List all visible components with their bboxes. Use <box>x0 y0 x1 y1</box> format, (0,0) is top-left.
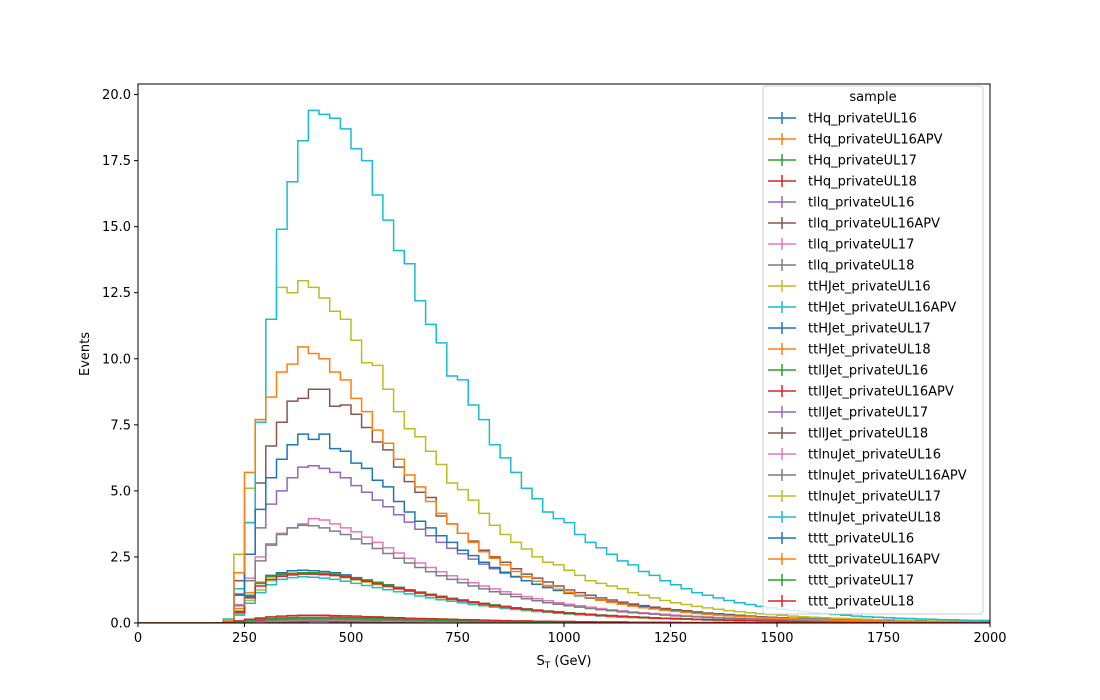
legend-label: tllq_privateUL18 <box>808 259 914 274</box>
y-axis-label: Events <box>78 332 93 376</box>
series-line-ttllJet_privateUL16APV <box>138 573 990 623</box>
x-tick-label: 750 <box>445 631 470 646</box>
legend-label: tttt_privateUL17 <box>808 574 914 589</box>
y-tick-label: 0.0 <box>110 617 131 632</box>
x-tick-label: 1750 <box>867 631 900 646</box>
legend-item: ttllJet_privateUL16APV <box>768 385 954 400</box>
legend-title: sample <box>849 90 896 105</box>
y-tick-label: 10.0 <box>102 352 131 367</box>
legend-item: ttHJet_privateUL16 <box>768 280 931 295</box>
legend-item: ttlnuJet_privateUL16 <box>768 448 941 463</box>
legend-item: tllq_privateUL16 <box>768 196 914 211</box>
x-tick-label: 250 <box>232 631 257 646</box>
legend-item: ttllJet_privateUL18 <box>768 427 928 442</box>
legend-item: ttllJet_privateUL16 <box>768 364 928 379</box>
legend-item: ttHJet_privateUL16APV <box>768 301 956 316</box>
legend-item: tllq_privateUL18 <box>768 259 914 274</box>
legend: sample tHq_privateUL16 tHq_privateUL16APV… <box>762 85 984 615</box>
legend-label: tHq_privateUL16 <box>808 112 917 127</box>
legend-label: tttt_privateUL16 <box>808 532 914 547</box>
legend-label: tllq_privateUL16 <box>808 196 914 211</box>
legend-box <box>762 85 984 615</box>
legend-item: tttt_privateUL16 <box>768 532 914 547</box>
series-line-tttt_privateUL16APV <box>138 346 990 623</box>
y-tick-label: 12.5 <box>102 286 131 301</box>
y-tick-label: 5.0 <box>110 484 131 499</box>
legend-label: tHq_privateUL17 <box>808 154 917 169</box>
legend-item: ttHJet_privateUL17 <box>768 322 931 337</box>
legend-entries: tHq_privateUL16 tHq_privateUL16APV tHq_pri… <box>768 112 967 610</box>
legend-label: ttHJet_privateUL16APV <box>808 301 956 316</box>
x-axis-label-unit: (GeV) <box>550 654 591 669</box>
plot-area <box>138 109 990 623</box>
legend-item: ttlnuJet_privateUL16APV <box>768 469 967 484</box>
legend-item: tHq_privateUL16APV <box>768 133 943 148</box>
legend-item: ttHJet_privateUL18 <box>768 343 931 358</box>
x-tick-label: 1250 <box>654 631 687 646</box>
legend-label: ttlnuJet_privateUL16APV <box>808 469 967 484</box>
y-tick-label: 20.0 <box>102 88 131 103</box>
legend-item: tHq_privateUL18 <box>768 175 917 190</box>
series-line-ttlnuJet_privateUL18 <box>138 109 990 623</box>
legend-item: tllq_privateUL17 <box>768 238 914 253</box>
legend-label: ttllJet_privateUL16APV <box>808 385 954 400</box>
legend-label: ttHJet_privateUL18 <box>808 343 931 358</box>
legend-label: ttllJet_privateUL17 <box>808 406 928 421</box>
legend-item: tttt_privateUL18 <box>768 595 914 610</box>
legend-label: tHq_privateUL16APV <box>808 133 943 148</box>
axes-frame <box>137 83 991 624</box>
legend-label: tHq_privateUL18 <box>808 175 917 190</box>
series-line-ttlnuJet_privateUL17 <box>138 280 990 623</box>
legend-item: ttlnuJet_privateUL18 <box>768 511 941 526</box>
y-tick-label: 15.0 <box>102 220 131 235</box>
x-axis-label: ST (GeV) <box>536 654 591 671</box>
legend-label: ttlnuJet_privateUL18 <box>808 511 941 526</box>
legend-item: tttt_privateUL16APV <box>768 553 940 568</box>
x-tick-label: 2000 <box>973 631 1006 646</box>
legend-label: ttlnuJet_privateUL17 <box>808 490 941 505</box>
x-axis: 0 250 500 750 1000 1250 1500 1750 2000 <box>134 623 1007 646</box>
legend-item: tHq_privateUL16 <box>768 112 917 127</box>
legend-item: ttlnuJet_privateUL17 <box>768 490 941 505</box>
legend-label: ttHJet_privateUL17 <box>808 322 931 337</box>
x-tick-label: 0 <box>134 631 142 646</box>
legend-label: tttt_privateUL18 <box>808 595 914 610</box>
legend-label: ttllJet_privateUL16 <box>808 364 928 379</box>
legend-label: tllq_privateUL16APV <box>808 217 940 232</box>
legend-item: tHq_privateUL17 <box>768 154 917 169</box>
x-tick-label: 500 <box>339 631 364 646</box>
x-tick-label: 1500 <box>760 631 793 646</box>
y-tick-label: 2.5 <box>110 550 131 565</box>
y-tick-label: 7.5 <box>110 418 131 433</box>
y-axis: 0.0 2.5 5.0 7.5 10.0 12.5 15.0 17.5 20.0 <box>102 88 138 632</box>
legend-label: tllq_privateUL17 <box>808 238 914 253</box>
legend-label: ttllJet_privateUL18 <box>808 427 928 442</box>
series-line-ttlnuJet_privateUL16APV <box>138 524 990 623</box>
x-axis-label-subscript: T <box>544 661 551 671</box>
legend-label: tttt_privateUL16APV <box>808 553 940 568</box>
legend-item: ttllJet_privateUL17 <box>768 406 928 421</box>
legend-label: ttlnuJet_privateUL16 <box>808 448 941 463</box>
legend-item: tllq_privateUL16APV <box>768 217 940 232</box>
x-tick-label: 1000 <box>547 631 580 646</box>
x-axis-label-main: S <box>536 654 544 669</box>
legend-label: ttHJet_privateUL16 <box>808 280 931 295</box>
legend-item: tttt_privateUL17 <box>768 574 914 589</box>
y-tick-label: 17.5 <box>102 154 131 169</box>
